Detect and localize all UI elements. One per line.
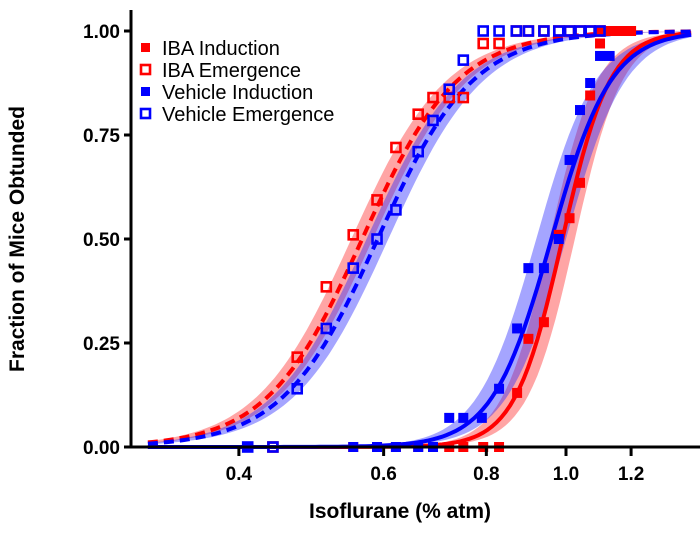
legend-marker-open-square bbox=[139, 63, 152, 76]
vehicle-emergence-point bbox=[477, 25, 490, 37]
y-tick-label: 0.25 bbox=[83, 334, 120, 355]
iba-induction-point bbox=[620, 26, 631, 36]
iba-induction-point bbox=[601, 26, 612, 36]
iba-emergence-point bbox=[291, 351, 304, 363]
axes bbox=[129, 10, 700, 449]
iba-emergence-point bbox=[320, 281, 333, 293]
vehicle-emergence-point bbox=[412, 145, 425, 158]
iba-emergence-point bbox=[493, 37, 505, 50]
iba-induction-point bbox=[613, 26, 624, 36]
legend-label: IBA Emergence bbox=[162, 60, 301, 82]
x-tick-label: 1.0 bbox=[553, 464, 579, 485]
vehicle-emergence-point bbox=[443, 83, 456, 96]
vehicle-induction-point bbox=[512, 323, 523, 334]
legend-marker-filled-square bbox=[141, 87, 150, 96]
y-ticks: 0.00 0.25 0.50 0.75 1.00 bbox=[83, 22, 131, 459]
vehicle-induction-point bbox=[595, 50, 606, 61]
confidence-bands bbox=[147, 31, 692, 448]
iba-induction-point bbox=[538, 317, 549, 328]
iba-induction-point bbox=[595, 38, 606, 49]
iba-emergence-point bbox=[538, 25, 550, 37]
vehicle-emergence-point bbox=[457, 54, 470, 66]
iba-emergence-point bbox=[477, 37, 490, 50]
x-ticks: 0.4 0.6 0.8 1.0 1.2 bbox=[226, 447, 644, 485]
vehicle-emergence-point bbox=[347, 262, 360, 274]
y-tick-label: 1.00 bbox=[83, 22, 120, 43]
vehicle-induction-point bbox=[476, 412, 487, 423]
iba-induction-point bbox=[564, 213, 575, 224]
legend-marker-filled-square bbox=[141, 43, 150, 52]
iba-emergence-point bbox=[427, 91, 439, 104]
legend-label: IBA Induction bbox=[162, 38, 280, 60]
vehicle-emergence-point bbox=[320, 322, 333, 335]
legend-marker-open-square bbox=[139, 107, 152, 120]
iba-induction-point bbox=[607, 26, 618, 36]
vehicle-induction-point bbox=[575, 105, 586, 116]
vehicle-induction-point bbox=[523, 263, 534, 274]
vehicle-induction-point bbox=[444, 412, 455, 423]
x-tick-label: 0.6 bbox=[370, 464, 396, 485]
y-tick-label: 0.00 bbox=[83, 438, 120, 459]
y-axis-label: Fraction of Mice Obtunded bbox=[6, 106, 29, 372]
x-tick-label: 0.8 bbox=[473, 464, 499, 485]
iba-emergence-point bbox=[347, 229, 360, 241]
vehicle-emergence-point bbox=[552, 25, 565, 37]
x-axis-label: Isoflurane (% atm) bbox=[309, 500, 491, 523]
iba-emergence-point bbox=[457, 91, 470, 104]
y-tick-label: 0.50 bbox=[83, 230, 120, 251]
x-tick-label: 0.4 bbox=[226, 464, 253, 485]
iba-induction-point bbox=[575, 177, 586, 188]
vehicle-induction-point bbox=[538, 263, 549, 274]
vehicle-induction-point bbox=[564, 154, 575, 165]
vehicle-emergence-point bbox=[538, 25, 550, 37]
vehicle-induction-point bbox=[604, 50, 615, 61]
iba-induction-point bbox=[595, 26, 606, 36]
legend-label: Vehicle Emergence bbox=[162, 104, 334, 126]
vehicle-emergence-point bbox=[493, 25, 505, 37]
iba-induction-point bbox=[523, 333, 534, 344]
vehicle-emergence-point bbox=[390, 204, 402, 216]
vehicle-induction-point bbox=[458, 412, 469, 423]
y-tick-label: 0.75 bbox=[83, 126, 120, 147]
vehicle-emergence-point bbox=[510, 25, 523, 37]
iba-emergence-confidence-band bbox=[147, 31, 692, 444]
iba-emergence-fit-curve bbox=[147, 29, 692, 445]
iba-emergence-point bbox=[371, 194, 383, 206]
vehicle-emergence-point bbox=[427, 114, 439, 127]
vehicle-emergence-point bbox=[371, 233, 383, 245]
iba-emergence-point bbox=[552, 25, 565, 37]
vehicle-emergence-point bbox=[522, 25, 535, 37]
vehicle-emergence-point bbox=[291, 382, 304, 395]
iba-emergence-point bbox=[412, 108, 425, 120]
vehicle-induction-point bbox=[553, 234, 564, 244]
vehicle-induction-point bbox=[585, 78, 596, 88]
vehicle-induction-point bbox=[494, 383, 505, 394]
x-tick-label: 1.2 bbox=[618, 464, 644, 485]
vehicle-emergence-point bbox=[594, 25, 606, 37]
iba-induction-point bbox=[512, 387, 523, 398]
iba-induction-point bbox=[626, 26, 637, 36]
vehicle-emergence-point bbox=[563, 25, 576, 37]
iba-emergence-point bbox=[390, 141, 402, 154]
iba-induction-point bbox=[585, 90, 596, 101]
iba-emergence-point bbox=[510, 25, 523, 37]
iba-emergence-point bbox=[522, 25, 535, 37]
legend-label: Vehicle Induction bbox=[162, 82, 313, 104]
